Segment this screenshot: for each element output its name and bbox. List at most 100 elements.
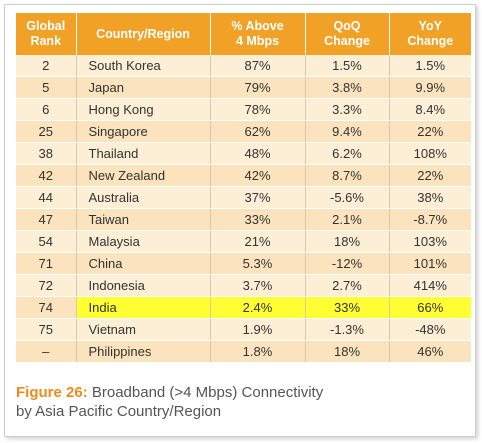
cell-yoy: -8.7% [389,208,471,231]
cell-qoq: 9.4% [305,120,390,143]
cell-country: Malaysia [76,230,211,253]
cell-country: Hong Kong [76,98,211,121]
cell-above: 42% [210,164,306,187]
table-row: 74 India 2.4% 33% 66% [16,296,471,319]
cell-yoy: 101% [389,252,471,275]
cell-rank: 74 [16,296,77,319]
header-line: Country/Region [96,26,190,41]
header-line: Change [324,34,370,48]
cell-rank: 42 [16,164,77,187]
cell-yoy: 414% [389,274,471,297]
cell-country: Japan [76,76,211,99]
table-row: 72 Indonesia 3.7% 2.7% 414% [16,274,471,297]
cell-yoy: 108% [389,142,471,165]
cell-qoq: 2.7% [305,274,390,297]
cell-rank: 72 [16,274,77,297]
cell-yoy: 46% [389,340,471,363]
cell-country: Vietnam [76,318,211,341]
cell-rank: 2 [16,55,77,77]
header-yoy-change: YoY Change [389,13,471,55]
cell-country: Indonesia [76,274,211,297]
cell-yoy: 103% [389,230,471,253]
table-row: 5 Japan 79% 3.8% 9.9% [16,76,471,99]
cell-qoq: 6.2% [305,142,390,165]
cell-rank: 5 [16,76,77,99]
table-row: 2 South Korea 87% 1.5% 1.5% [16,55,471,77]
cell-qoq: 18% [305,230,390,253]
cell-above: 1.9% [210,318,306,341]
cell-yoy: 1.5% [389,55,471,77]
table-row: 42 New Zealand 42% 8.7% 22% [16,164,471,187]
cell-rank: 54 [16,230,77,253]
cell-yoy: 8.4% [389,98,471,121]
cell-above: 37% [210,186,306,209]
table-row: 6 Hong Kong 78% 3.3% 8.4% [16,98,471,121]
cell-country: Philippines [76,340,211,363]
figure-caption: Figure 26: Broadband (>4 Mbps) Connectiv… [16,383,471,421]
cell-above: 48% [210,142,306,165]
cell-qoq: -1.3% [305,318,390,341]
header-country-region: Country/Region [76,13,211,55]
cell-rank: 44 [16,186,77,209]
cell-rank: 25 [16,120,77,143]
cell-above: 87% [210,55,306,77]
cell-above: 3.7% [210,274,306,297]
header-percent-above: % Above 4 Mbps [210,13,306,55]
cell-above: 33% [210,208,306,231]
cell-above: 21% [210,230,306,253]
cell-country: New Zealand [76,164,211,187]
cell-qoq: 3.3% [305,98,390,121]
cell-country: China [76,252,211,275]
cell-country: South Korea [76,55,211,77]
cell-rank: 75 [16,318,77,341]
cell-rank: – [16,340,77,363]
caption-line-1: Broadband (>4 Mbps) Connectivity [87,384,324,401]
cell-qoq: 8.7% [305,164,390,187]
cell-rank: 38 [16,142,77,165]
cell-yoy: 22% [389,120,471,143]
connectivity-table-wrap: Global Rank Country/Region % Above 4 Mbp… [16,13,471,363]
cell-country: Australia [76,186,211,209]
cell-qoq: -5.6% [305,186,390,209]
cell-above: 2.4% [210,296,306,319]
table-row: 44 Australia 37% -5.6% 38% [16,186,471,209]
cell-above: 62% [210,120,306,143]
table-row: 71 China 5.3% -12% 101% [16,252,471,275]
cell-rank: 6 [16,98,77,121]
table-header-row: Global Rank Country/Region % Above 4 Mbp… [16,13,471,55]
header-line: QoQ [333,19,361,33]
figure-label: Figure 26: [16,384,88,401]
cell-yoy: 38% [389,186,471,209]
header-line: 4 Mbps [235,34,280,48]
table-row: 25 Singapore 62% 9.4% 22% [16,120,471,143]
table-row: 54 Malaysia 21% 18% 103% [16,230,471,253]
header-line: YoY [418,19,442,33]
cell-country: India [76,296,211,319]
cell-qoq: 1.5% [305,55,390,77]
header-line: % Above [231,19,284,33]
cell-country: Thailand [76,142,211,165]
cell-rank: 71 [16,252,77,275]
cell-country: Singapore [76,120,211,143]
cell-yoy: 9.9% [389,76,471,99]
header-line: Rank [30,34,62,48]
header-qoq-change: QoQ Change [305,13,390,55]
table-row: 47 Taiwan 33% 2.1% -8.7% [16,208,471,231]
header-line: Change [407,34,454,48]
cell-qoq: -12% [305,252,390,275]
table-row: 38 Thailand 48% 6.2% 108% [16,142,471,165]
cell-above: 79% [210,76,306,99]
cell-above: 1.8% [210,340,306,363]
connectivity-table: Global Rank Country/Region % Above 4 Mbp… [16,13,471,363]
cell-qoq: 18% [305,340,390,363]
table-body: 2 South Korea 87% 1.5% 1.5% 5 Japan 79% 3.8% 9.9%… [16,55,471,363]
cell-country: Taiwan [76,208,211,231]
cell-qoq: 33% [305,296,390,319]
table-row: 75 Vietnam 1.9% -1.3% -48% [16,318,471,341]
header-global-rank: Global Rank [16,13,77,55]
header-line: Global [26,19,66,33]
cell-above: 78% [210,98,306,121]
figure-frame: Global Rank Country/Region % Above 4 Mbp… [4,4,476,437]
cell-qoq: 2.1% [305,208,390,231]
cell-yoy: -48% [389,318,471,341]
